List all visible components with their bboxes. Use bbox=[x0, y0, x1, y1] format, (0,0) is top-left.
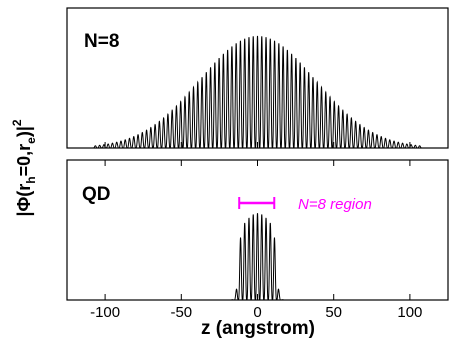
panel-qd: QD N=8 region bbox=[66, 159, 449, 301]
panel-qd-frame bbox=[66, 159, 449, 301]
y-axis-label: |Φ(rh=0,re)|2 bbox=[10, 119, 38, 216]
panel-n8-frame bbox=[66, 7, 449, 149]
panel-qd-curve bbox=[67, 213, 448, 301]
panel-n8-curve bbox=[67, 35, 448, 149]
x-tick-label: 0 bbox=[253, 304, 261, 321]
x-tick-label: -50 bbox=[170, 304, 192, 321]
n8-region-marker bbox=[238, 197, 276, 209]
x-tick-label: 100 bbox=[397, 304, 422, 321]
x-axis-ticks: -100 -50 0 50 100 bbox=[90, 142, 422, 321]
panel-n8-title: N=8 bbox=[84, 31, 119, 52]
x-tick-label: 50 bbox=[325, 304, 342, 321]
panel-qd-title: QD bbox=[82, 184, 111, 205]
x-axis-label: z (angstrom) bbox=[201, 318, 315, 339]
x-tick-label: -100 bbox=[90, 304, 120, 321]
panel-n8: N=8 bbox=[66, 7, 449, 149]
n8-region-label: N=8 region bbox=[298, 196, 372, 213]
